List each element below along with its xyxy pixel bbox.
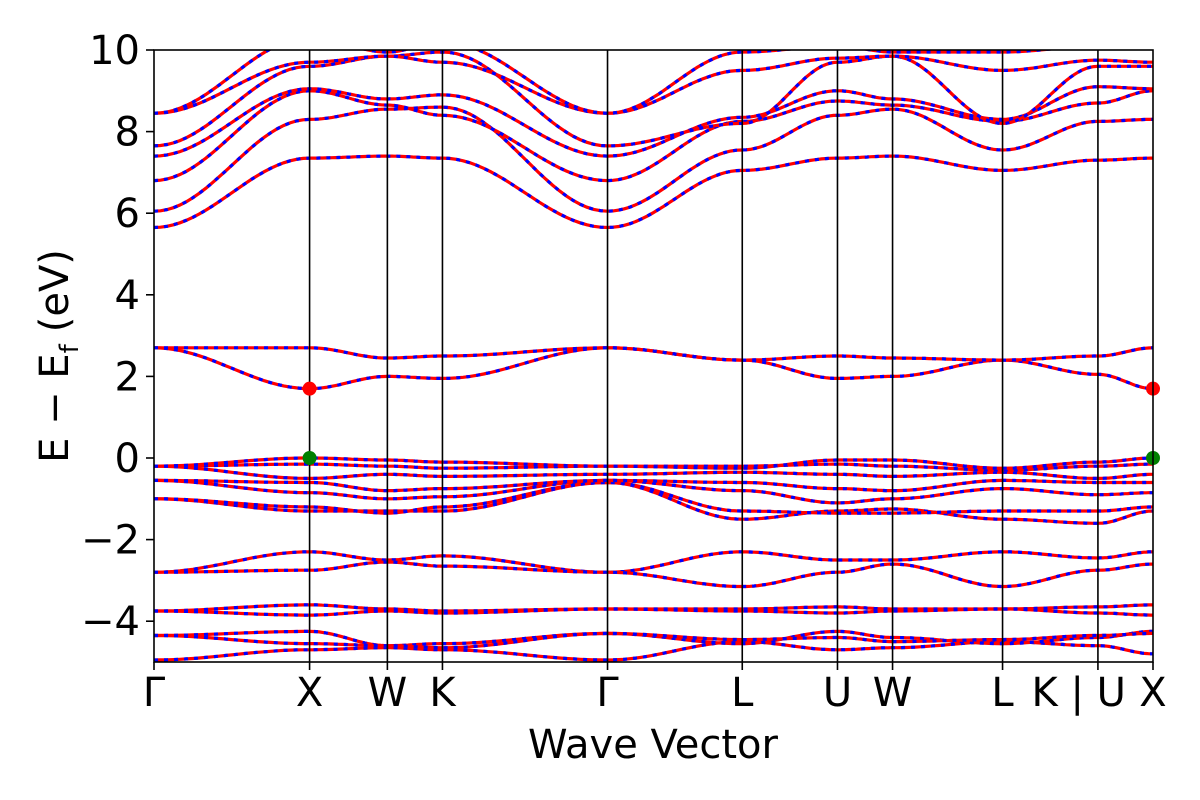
x-tick-label-0: Γ: [143, 670, 166, 716]
y-axis-title-main: E − E: [32, 353, 78, 463]
band-line-b-4: [154, 607, 1153, 617]
band-line-b-2: [154, 631, 1153, 650]
x-tick-label-2: W: [368, 670, 408, 716]
x-tick-label-9: K | U: [1032, 670, 1126, 716]
x-tick-label-10: X: [1139, 670, 1166, 716]
y-tick-label-3: 4: [115, 273, 140, 319]
y-tick-label-6: −2: [81, 518, 140, 564]
plot-frame: [153, 49, 1154, 663]
band-line-b-10: [154, 478, 1153, 493]
y-axis-title-unit: (eV): [32, 249, 78, 332]
x-tick-label-5: L: [731, 670, 754, 716]
band-line-b-7: [154, 480, 1153, 525]
band-line-b-13: [154, 456, 1153, 470]
y-axis-title: E − Ef (eV): [32, 249, 85, 463]
y-axis-title-subscript: f: [55, 343, 85, 353]
x-tick-label-4: Γ: [596, 670, 619, 716]
y-tick-label-5: 0: [115, 436, 140, 482]
band-line-b-11: [154, 464, 1153, 480]
x-tick-label-8: L: [991, 670, 1014, 716]
x-tick-label-7: W: [873, 670, 913, 716]
y-axis-ticks: 10 8 6 4 2 0 −2 −4: [81, 28, 154, 645]
y-tick-label-1: 8: [115, 110, 140, 156]
y-tick-label-7: −4: [81, 599, 140, 645]
x-tick-label-3: K: [429, 670, 457, 716]
x-axis-title: Wave Vector: [528, 722, 779, 768]
band-line-b-16: [154, 154, 1153, 230]
band-edge-markers: [302, 381, 1160, 465]
y-tick-label-0: 10: [89, 28, 140, 74]
y-tick-label-4: 2: [115, 354, 140, 400]
x-tick-label-1: X: [296, 670, 323, 716]
y-tick-label-2: 6: [115, 191, 140, 237]
band-line-b-21: [154, 54, 1153, 115]
vbm-marker-0: [302, 451, 317, 465]
x-tick-label-6: U: [823, 670, 852, 716]
cbm-marker-0: [302, 381, 317, 396]
kpoint-lines: [308, 50, 1099, 662]
band-line-b-12: [154, 462, 1153, 472]
